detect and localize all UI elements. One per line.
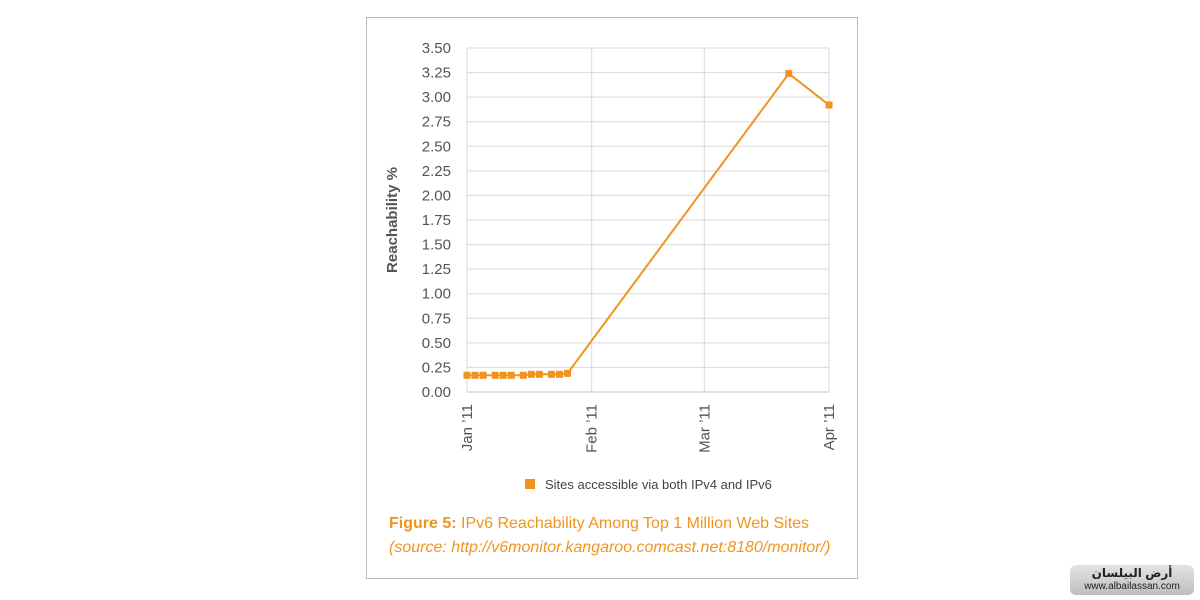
- y-tick-label: 3.25: [422, 65, 451, 82]
- y-tick-label: 1.00: [422, 286, 451, 303]
- y-axis-label: Reachability %: [384, 167, 401, 273]
- data-point: [535, 370, 543, 378]
- data-point: [527, 370, 535, 378]
- chart-series: [463, 70, 833, 379]
- watermark-url: www.albailassan.com: [1084, 581, 1180, 592]
- legend-label: Sites accessible via both IPv4 and IPv6: [545, 477, 772, 492]
- y-tick-label: 2.50: [422, 138, 451, 155]
- y-tick-label: 1.75: [422, 212, 451, 229]
- y-tick-label: 0.00: [422, 384, 451, 401]
- y-tick-label: 0.25: [422, 359, 451, 376]
- x-tick-label: Feb ’11: [584, 404, 601, 453]
- y-tick-label: 3.50: [422, 40, 451, 57]
- y-tick-label: 1.50: [422, 237, 451, 254]
- figure-frame: [366, 17, 858, 579]
- watermark-arabic: أرض البيلسان: [1091, 566, 1173, 580]
- data-point: [479, 371, 487, 379]
- data-point: [556, 370, 564, 378]
- data-point: [471, 371, 479, 379]
- y-tick-label: 3.00: [422, 89, 451, 106]
- data-point: [825, 101, 833, 109]
- data-point: [547, 370, 555, 378]
- figure-number: Figure 5:: [389, 515, 457, 532]
- y-tick-label: 1.25: [422, 261, 451, 278]
- y-tick-label: 2.00: [422, 187, 451, 204]
- x-tick-label: Jan ’11: [459, 404, 476, 451]
- figure-caption: Figure 5: IPv6 Reachability Among Top 1 …: [389, 512, 849, 560]
- y-axis-ticks: 3.50 3.25 3.00 2.75 2.50 2.25 2.00 1.75 1.50 1.25…: [422, 40, 451, 401]
- figure-source: (source: http://v6monitor.kangaroo.comca…: [389, 539, 831, 556]
- data-point: [785, 70, 793, 78]
- data-point: [507, 371, 515, 379]
- legend: Sites accessible via both IPv4 and IPv6: [525, 477, 772, 492]
- watermark-logo: أرض البيلسان www.albailassan.com: [1070, 565, 1194, 595]
- y-tick-label: 2.75: [422, 114, 451, 131]
- y-tick-label: 2.25: [422, 163, 451, 180]
- x-axis-ticks: Jan ’11 Feb ’11 Mar ’11 Apr ’11: [459, 404, 838, 453]
- legend-swatch: [525, 479, 535, 489]
- data-point: [499, 371, 507, 379]
- y-tick-label: 0.50: [422, 335, 451, 352]
- y-tick-label: 0.75: [422, 310, 451, 327]
- x-tick-label: Apr ’11: [821, 404, 838, 450]
- data-point: [463, 371, 471, 379]
- data-point: [564, 369, 572, 377]
- data-point: [491, 371, 499, 379]
- figure-title: IPv6 Reachability Among Top 1 Million We…: [461, 515, 810, 532]
- x-tick-label: Mar ’11: [696, 404, 713, 453]
- data-point: [519, 371, 527, 379]
- chart-grid: [466, 47, 830, 393]
- series-line: [467, 72, 830, 377]
